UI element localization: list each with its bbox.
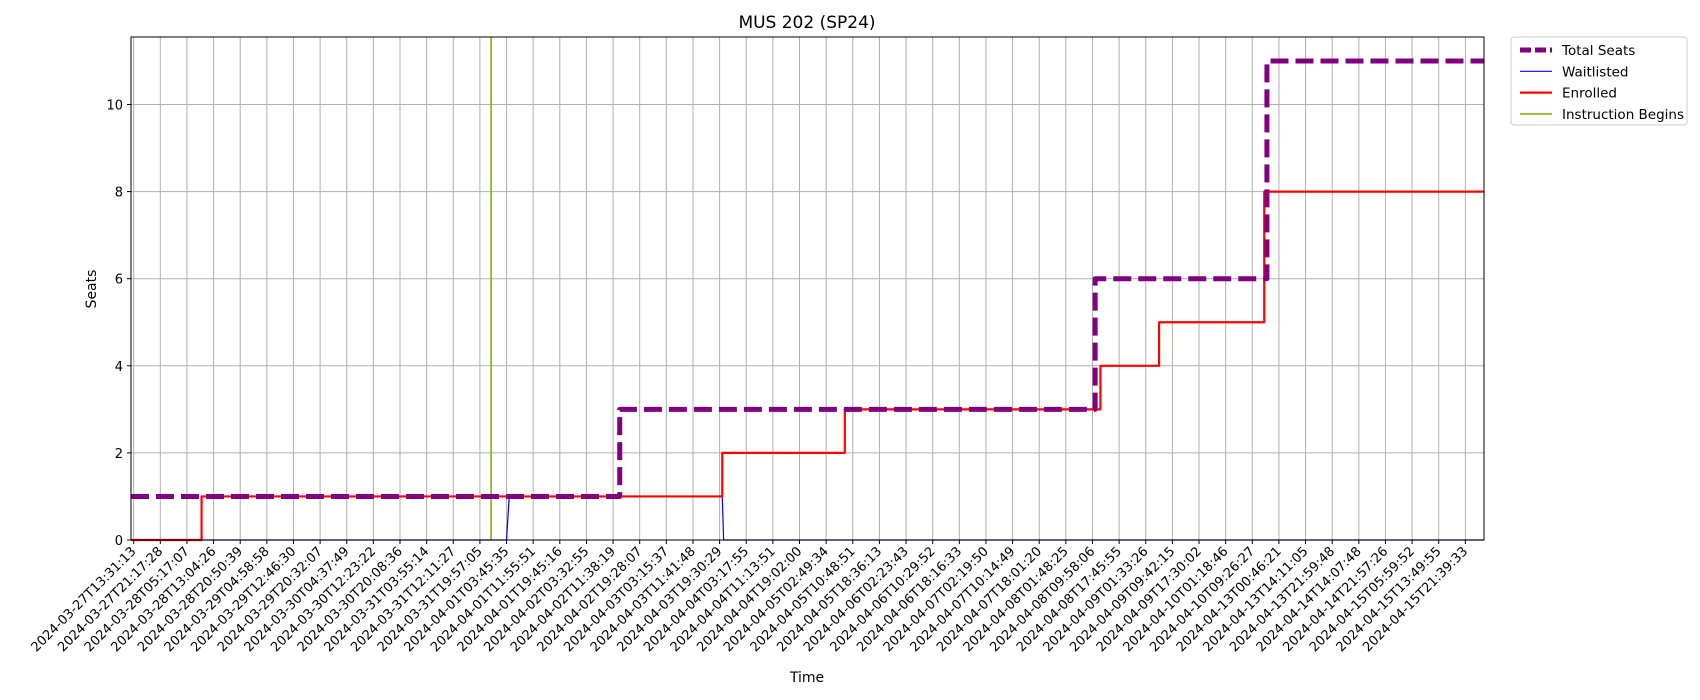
total-seats-series-line — [131, 58, 1484, 499]
x-axis-label: Time — [789, 670, 824, 686]
y-tick-label: 8 — [115, 186, 123, 201]
legend-label: Total Seats — [1561, 43, 1635, 59]
y-tick-label: 2 — [115, 447, 123, 462]
y-axis-ticks: 0 2 4 6 8 10 — [106, 99, 131, 549]
legend-label: Waitlisted — [1562, 64, 1629, 80]
y-tick-label: 0 — [115, 534, 123, 549]
legend-frame — [1510, 36, 1688, 126]
y-tick-label: 10 — [106, 99, 123, 114]
legend-label: Enrolled — [1562, 86, 1617, 102]
y-axis-label: Seats — [84, 270, 100, 309]
plot-frame — [130, 36, 1485, 541]
y-tick-label: 6 — [115, 273, 123, 288]
chart-title: MUS 202 (SP24) — [738, 13, 875, 33]
waitlisted-series-line — [131, 495, 1484, 541]
legend: Total Seats Waitlisted Enrolled Instruction… — [1510, 36, 1688, 126]
y-tick-label: 4 — [115, 360, 123, 375]
series-layer — [131, 37, 1484, 542]
x-axis-ticks: 2024-03-27T13:31:132024-03-27T21:17:2820… — [29, 540, 1471, 655]
grid — [131, 37, 1484, 541]
legend-label: Instruction Begins — [1562, 107, 1684, 123]
